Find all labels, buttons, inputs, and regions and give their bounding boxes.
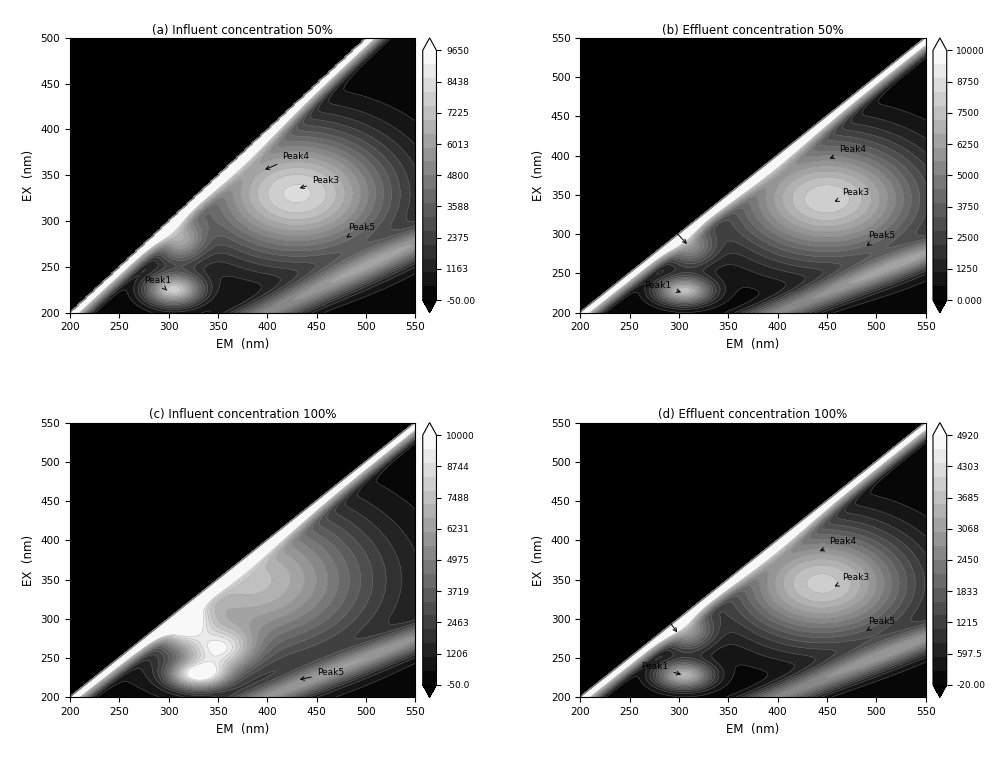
PathPatch shape (423, 423, 436, 435)
Text: Peak2: Peak2 (620, 182, 686, 243)
PathPatch shape (423, 38, 436, 50)
Text: Peak4: Peak4 (821, 537, 856, 551)
X-axis label: EM  (nm): EM (nm) (726, 722, 780, 735)
Title: (d) Effluent concentration 100%: (d) Effluent concentration 100% (658, 409, 848, 421)
Text: Peak5: Peak5 (347, 224, 375, 237)
Text: Peak4: Peak4 (831, 145, 866, 158)
Y-axis label: EX  (nm): EX (nm) (532, 150, 545, 201)
PathPatch shape (933, 300, 947, 313)
Text: Peak5: Peak5 (301, 669, 344, 680)
PathPatch shape (423, 300, 436, 313)
Text: Peak1: Peak1 (644, 280, 680, 293)
Y-axis label: EX  (nm): EX (nm) (22, 150, 35, 201)
PathPatch shape (423, 685, 436, 697)
Text: Peak2: Peak2 (620, 568, 677, 631)
PathPatch shape (933, 38, 947, 50)
Y-axis label: EX  (nm): EX (nm) (532, 534, 545, 585)
Text: Peak3: Peak3 (301, 176, 339, 189)
Text: Peak4: Peak4 (266, 152, 309, 169)
Text: Peak1: Peak1 (641, 662, 680, 675)
X-axis label: EM  (nm): EM (nm) (726, 338, 780, 351)
Text: Peak3: Peak3 (835, 188, 869, 202)
Title: (b) Effluent concentration 50%: (b) Effluent concentration 50% (662, 23, 844, 36)
X-axis label: EM  (nm): EM (nm) (216, 338, 269, 351)
Title: (a) Influent concentration 50%: (a) Influent concentration 50% (152, 23, 333, 36)
Text: Peak1: Peak1 (144, 277, 171, 290)
Text: Peak3: Peak3 (835, 572, 869, 586)
Title: (c) Influent concentration 100%: (c) Influent concentration 100% (149, 409, 336, 421)
PathPatch shape (933, 423, 947, 435)
Text: Peak5: Peak5 (867, 617, 895, 631)
PathPatch shape (933, 685, 947, 697)
Text: Peak5: Peak5 (867, 231, 895, 246)
Y-axis label: EX  (nm): EX (nm) (22, 534, 35, 585)
X-axis label: EM  (nm): EM (nm) (216, 722, 269, 735)
